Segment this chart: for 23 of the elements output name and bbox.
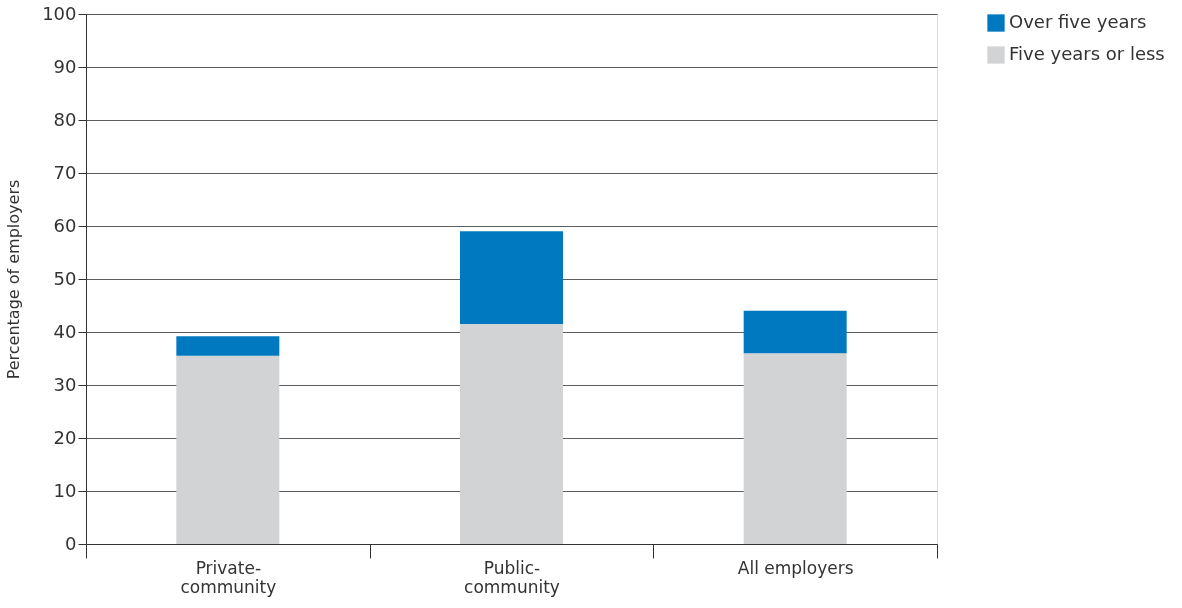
y-tick-label: 0 <box>65 532 77 554</box>
y-tick-label: 50 <box>53 267 77 289</box>
y-tick-label: 10 <box>53 479 77 501</box>
bar <box>460 324 563 544</box>
y-tick-label: 60 <box>53 214 77 236</box>
bar <box>743 353 847 544</box>
bar <box>743 310 847 354</box>
x-tick-label: Public-community <box>464 557 560 597</box>
y-tick-label: 70 <box>53 161 77 183</box>
x-tick-label: All employers <box>737 557 854 578</box>
y-tick-label: 30 <box>53 373 77 395</box>
x-tick-label: Private-community <box>180 557 277 597</box>
y-tick-label: 40 <box>53 320 77 342</box>
y-tick-label: 80 <box>53 108 77 130</box>
y-tick-label: 20 <box>53 426 77 448</box>
bar <box>176 336 280 356</box>
y-tick-label: 100 <box>42 2 77 24</box>
bar <box>176 355 280 544</box>
legend-label: Five years or less <box>1009 43 1165 64</box>
y-tick-label: 90 <box>53 55 77 77</box>
legend-label: Over five years <box>1009 11 1147 32</box>
bar <box>460 231 563 325</box>
y-axis-title: Percentage of employers <box>4 179 24 380</box>
